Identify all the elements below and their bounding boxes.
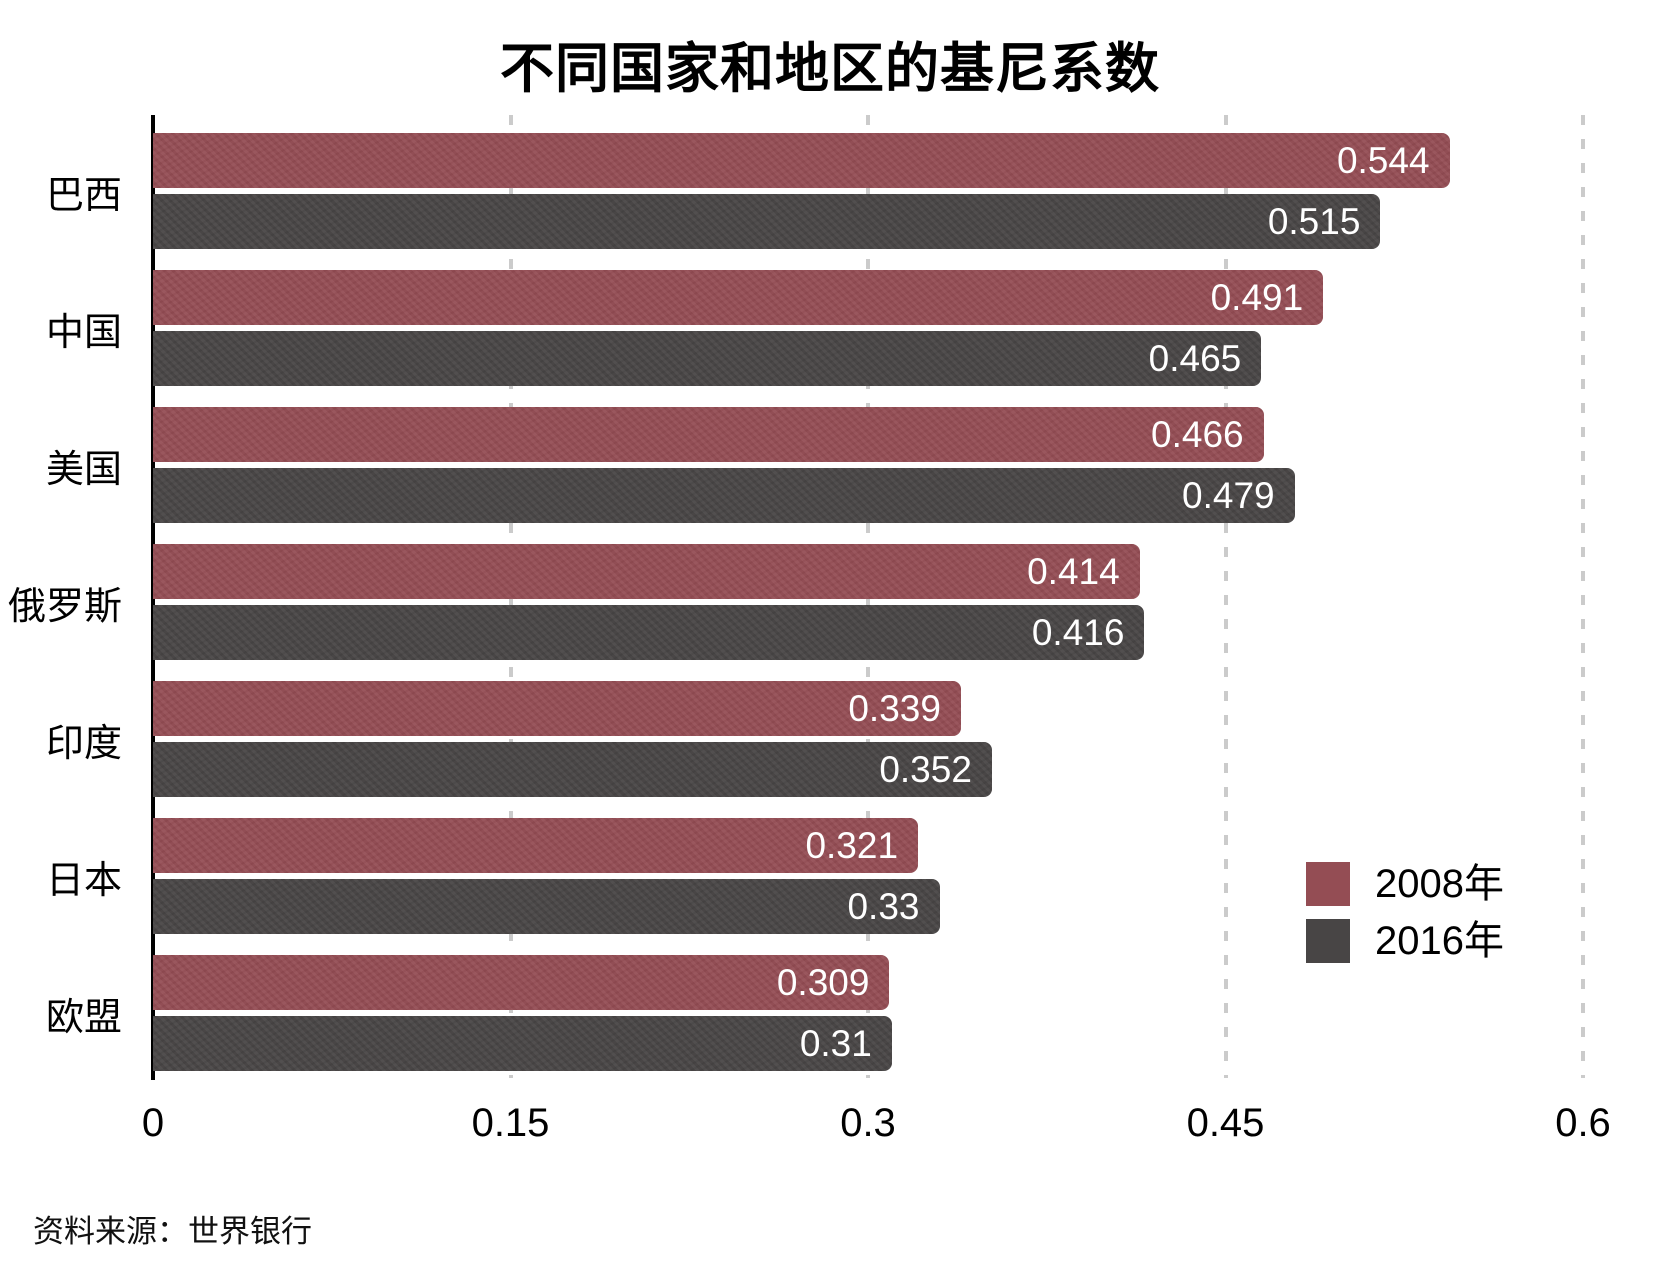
category-label-俄罗斯: 俄罗斯 bbox=[7, 585, 122, 628]
bar-group-中国: 0.491 0.465 bbox=[153, 270, 1583, 386]
value-label: 0.416 bbox=[1031, 612, 1125, 653]
bar-2008年-日本: 0.321 bbox=[153, 818, 919, 873]
chart-title: 不同国家和地区的基尼系数 bbox=[500, 39, 1160, 99]
category-label-印度: 印度 bbox=[45, 722, 122, 765]
plot-area: 0.544 0.515 0.491 0.465 0.466 0.479 0.414 0.416… bbox=[151, 115, 1585, 1080]
bar-2008年-欧盟: 0.309 bbox=[153, 955, 890, 1010]
value-label: 0.352 bbox=[879, 749, 972, 790]
bar-2016年-印度: 0.352 bbox=[153, 742, 992, 797]
bar-2008年-印度: 0.339 bbox=[153, 681, 961, 736]
value-label: 0.479 bbox=[1182, 475, 1275, 516]
bar-2008年-巴西: 0.544 bbox=[153, 133, 1450, 188]
value-label: 0.339 bbox=[848, 688, 941, 729]
bar-2016年-欧盟: 0.31 bbox=[153, 1016, 892, 1071]
bar-group-巴西: 0.544 0.515 bbox=[153, 133, 1583, 249]
x-tick-label-0.45: 0.45 bbox=[1186, 1101, 1265, 1145]
value-label: 0.465 bbox=[1148, 338, 1242, 379]
value-label: 0.31 bbox=[799, 1023, 872, 1064]
legend-label-2016: 2016年 bbox=[1375, 919, 1504, 963]
bar-group-日本: 0.321 0.33 bbox=[153, 818, 1583, 934]
x-tick-label-0.3: 0.3 bbox=[840, 1101, 896, 1145]
bar-2016年-中国: 0.465 bbox=[153, 331, 1262, 386]
bar-group-印度: 0.339 0.352 bbox=[153, 681, 1583, 797]
category-label-日本: 日本 bbox=[45, 859, 122, 902]
source-note: 资料来源：世界银行 bbox=[33, 1214, 312, 1249]
bar-2008年-俄罗斯: 0.414 bbox=[153, 544, 1140, 599]
gridline-0.6 bbox=[1581, 115, 1585, 1078]
bar-2016年-巴西: 0.515 bbox=[153, 194, 1381, 249]
x-tick-label-0.6: 0.6 bbox=[1555, 1101, 1611, 1145]
bar-2008年-中国: 0.491 bbox=[153, 270, 1324, 325]
value-label: 0.515 bbox=[1267, 201, 1361, 242]
category-label-巴西: 巴西 bbox=[45, 174, 122, 217]
value-label: 0.544 bbox=[1336, 140, 1430, 181]
value-label: 0.321 bbox=[805, 825, 899, 866]
legend: 2008年 2016年 bbox=[1306, 862, 1504, 963]
bar-group-俄罗斯: 0.414 0.416 bbox=[153, 544, 1583, 660]
category-label-美国: 美国 bbox=[45, 448, 122, 491]
legend-item-2008: 2008年 bbox=[1306, 862, 1504, 906]
bar-2016年-日本: 0.33 bbox=[153, 879, 940, 934]
legend-item-2016: 2016年 bbox=[1306, 919, 1504, 963]
gridline-0.45 bbox=[1223, 115, 1228, 1078]
legend-label-2008: 2008年 bbox=[1375, 862, 1504, 906]
bar-group-欧盟: 0.309 0.31 bbox=[153, 955, 1583, 1071]
value-label: 0.491 bbox=[1210, 277, 1304, 318]
category-label-中国: 中国 bbox=[45, 311, 122, 354]
bar-2016年-俄罗斯: 0.416 bbox=[153, 605, 1145, 660]
bar-group-美国: 0.466 0.479 bbox=[153, 407, 1583, 523]
bar-2008年-美国: 0.466 bbox=[153, 407, 1264, 462]
legend-swatch-2016 bbox=[1306, 919, 1350, 963]
x-tick-label-0: 0 bbox=[141, 1101, 165, 1145]
value-label: 0.33 bbox=[847, 886, 920, 927]
category-label-欧盟: 欧盟 bbox=[45, 996, 122, 1039]
value-label: 0.466 bbox=[1151, 414, 1244, 455]
x-tick-label-0.15: 0.15 bbox=[471, 1101, 550, 1145]
value-label: 0.309 bbox=[776, 962, 870, 1003]
value-label: 0.414 bbox=[1027, 551, 1120, 592]
legend-swatch-2008 bbox=[1306, 862, 1350, 906]
bar-2016年-美国: 0.479 bbox=[153, 468, 1295, 523]
